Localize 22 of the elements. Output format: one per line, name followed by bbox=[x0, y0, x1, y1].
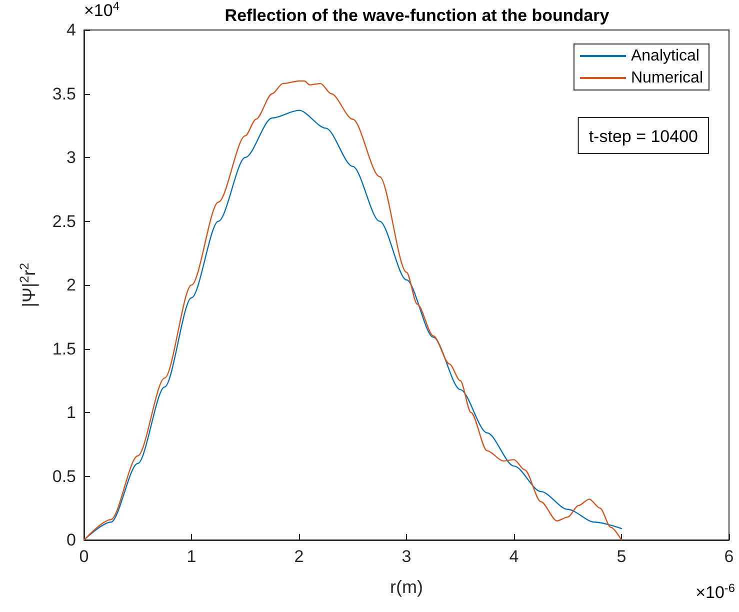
x-tick-label: 5 bbox=[616, 547, 626, 566]
chart-title: Reflection of the wave-function at the boundary bbox=[224, 6, 610, 25]
y-tick-label: 3 bbox=[66, 148, 76, 167]
y-axis-title: |Ψ|2r2 bbox=[18, 262, 39, 308]
y-tick-label: 1 bbox=[66, 403, 76, 422]
x-tick-label: 4 bbox=[509, 547, 519, 566]
legend-label: Numerical bbox=[630, 70, 703, 86]
y-tick-label: 2 bbox=[66, 276, 76, 294]
y-tick-label: 3.5 bbox=[52, 84, 76, 104]
y-tick-label: 1.5 bbox=[52, 339, 76, 358]
x-tick-label: 6 bbox=[724, 547, 734, 566]
legend-label: Analytical bbox=[630, 48, 700, 64]
x-tick-label: 1 bbox=[186, 547, 196, 566]
y-tick-label: 0.5 bbox=[52, 466, 76, 486]
annotation: t-step = 10400 bbox=[588, 127, 698, 146]
y-tick-label: 0 bbox=[66, 530, 76, 550]
y-tick-label: 2.5 bbox=[52, 212, 76, 231]
x-axis-title: r(m) bbox=[390, 577, 423, 597]
x-tick-label: 2 bbox=[294, 547, 304, 566]
x-tick-label: 3 bbox=[402, 547, 412, 566]
y-tick-label: 4 bbox=[66, 20, 76, 40]
x-tick-label: 0 bbox=[79, 547, 89, 566]
